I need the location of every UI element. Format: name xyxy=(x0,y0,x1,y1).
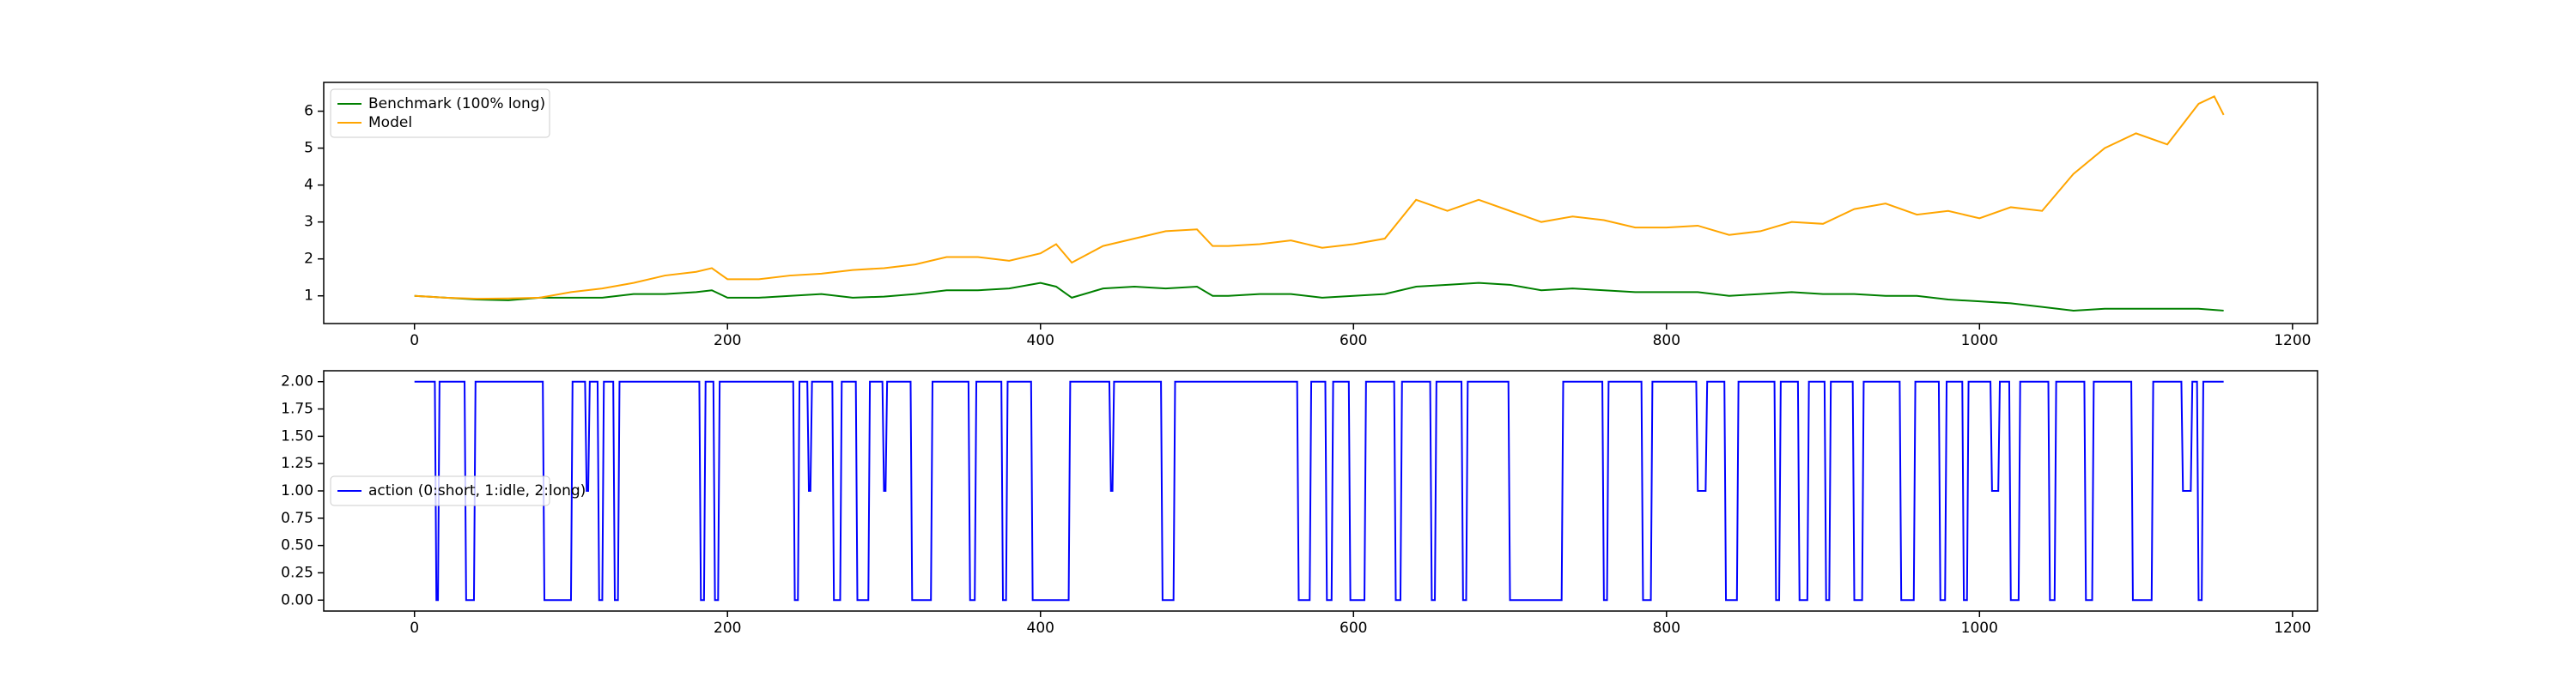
x-tick-label: 200 xyxy=(714,332,741,349)
y-tick-label: 5 xyxy=(304,140,313,157)
x-tick-label: 1200 xyxy=(2274,332,2311,349)
legend-box xyxy=(330,88,550,138)
y-tick-label: 2 xyxy=(304,251,313,268)
legend-label: action (0:short, 1:idle, 2:long) xyxy=(368,482,586,499)
series-line xyxy=(414,380,2224,602)
y-tick-label: 1.50 xyxy=(281,427,313,445)
x-tick-label: 200 xyxy=(714,620,741,637)
x-tick-label: 1000 xyxy=(1961,620,1998,637)
legend-label: Benchmark (100% long) xyxy=(368,95,545,112)
legend-box xyxy=(330,475,550,506)
y-tick-label: 0.75 xyxy=(281,510,313,527)
y-tick-label: 1.00 xyxy=(281,482,313,499)
x-tick-label: 800 xyxy=(1653,332,1680,349)
x-tick-label: 800 xyxy=(1653,620,1680,637)
legend-label: Model xyxy=(368,114,412,131)
y-tick-label: 1.75 xyxy=(281,401,313,418)
plot-frame xyxy=(323,82,2318,324)
y-tick-label: 0.50 xyxy=(281,537,313,554)
y-tick-label: 1.25 xyxy=(281,455,313,472)
x-tick-label: 400 xyxy=(1027,332,1054,349)
y-tick-label: 1 xyxy=(304,288,313,305)
x-tick-label: 0 xyxy=(410,620,419,637)
series-line xyxy=(414,281,2224,312)
x-tick-label: 0 xyxy=(410,332,419,349)
y-tick-label: 2.00 xyxy=(281,373,313,390)
x-tick-label: 600 xyxy=(1340,620,1367,637)
y-tick-label: 0.25 xyxy=(281,564,313,581)
y-tick-label: 6 xyxy=(304,103,313,120)
x-tick-label: 600 xyxy=(1340,332,1367,349)
x-tick-label: 1200 xyxy=(2274,620,2311,637)
x-tick-label: 1000 xyxy=(1961,332,1998,349)
y-tick-label: 0.00 xyxy=(281,591,313,608)
x-tick-label: 400 xyxy=(1027,620,1054,637)
series-line xyxy=(414,95,2225,300)
y-tick-label: 3 xyxy=(304,214,313,231)
y-tick-label: 4 xyxy=(304,177,313,194)
